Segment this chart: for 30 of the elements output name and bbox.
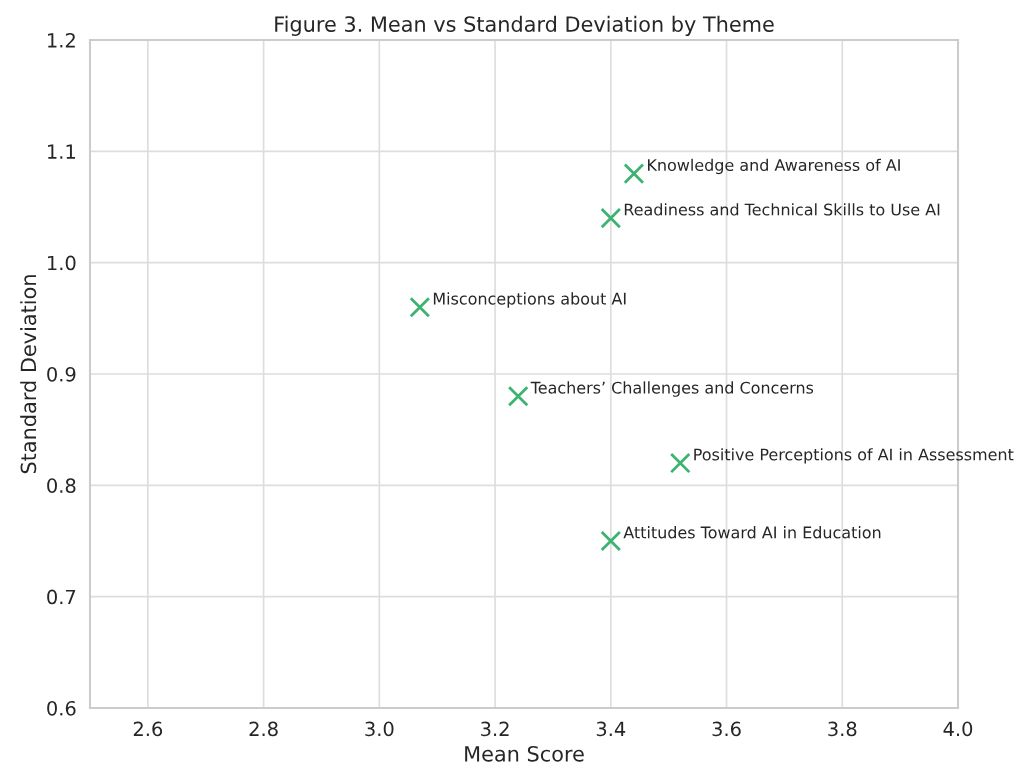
annotation: Positive Perceptions of AI in Assessment (694, 448, 1014, 464)
x-tick-label: 3.6 (712, 721, 741, 737)
point (600, 207, 622, 229)
y-tick-label: 0.8 (47, 478, 76, 493)
y-tick-label: 1.1 (48, 144, 76, 159)
point (623, 163, 645, 185)
x-tick-label: 3.2 (481, 721, 509, 737)
point (409, 296, 431, 318)
y-tick-label: 1.2 (48, 32, 75, 48)
x-tick-label: 3.0 (365, 721, 394, 737)
x-tick-label: 4.0 (943, 721, 973, 737)
y-axis-title: Standard Deviation (20, 275, 37, 474)
y-tick-label: 0.9 (47, 366, 76, 382)
x-tick-label: 3.8 (828, 721, 857, 737)
annotation: Attitudes Toward AI in Education (623, 526, 881, 539)
x-axis-title: Mean Score (465, 745, 584, 762)
annotation: Readiness and Technical Skills to Use AI (624, 203, 940, 216)
x-tick-label: 2.8 (249, 721, 278, 737)
annotation: Misconceptions about AI (433, 292, 626, 308)
annotation: Knowledge and Awareness of AI (648, 158, 900, 175)
point (669, 452, 691, 474)
chart-title: Figure 3. Mean vs Standard Deviation by Theme (275, 15, 774, 36)
point (507, 385, 529, 407)
point (600, 530, 622, 552)
x-tick-label: 3.4 (596, 721, 626, 737)
annotation: Teachers’ Challenges and Concerns (530, 381, 814, 397)
x-tick-label: 2.6 (133, 721, 163, 737)
y-tick-label: 0.6 (47, 700, 76, 716)
y-tick-label: 1.0 (48, 255, 76, 271)
y-tick-label: 0.7 (47, 589, 76, 605)
